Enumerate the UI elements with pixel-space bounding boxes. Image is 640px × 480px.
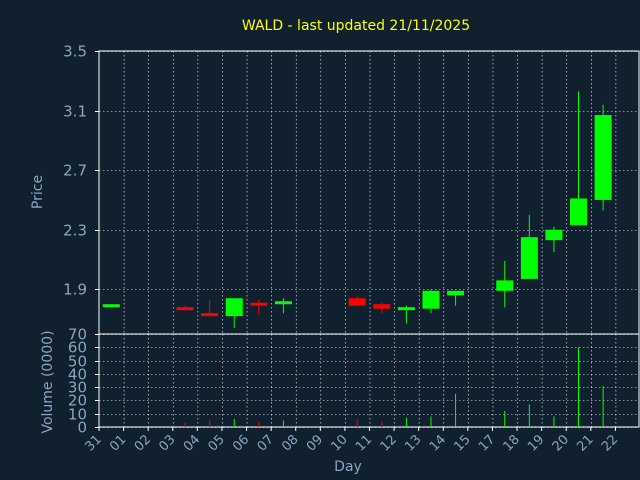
candle-14 — [447, 290, 465, 306]
candle-31 — [102, 304, 120, 308]
candle-body — [274, 301, 292, 305]
candle-body — [250, 302, 268, 306]
candle-body — [397, 307, 415, 311]
candle-body — [447, 290, 465, 296]
candle-10 — [348, 296, 366, 306]
candle-13 — [422, 289, 440, 314]
candle-11 — [373, 302, 391, 314]
volume-tick-label: 70 — [68, 326, 87, 344]
candle-03 — [176, 305, 194, 311]
volume-axis-label: Volume (0000) — [40, 330, 56, 433]
candle-06 — [250, 299, 268, 315]
price-tick-label: 1.9 — [63, 281, 87, 299]
price-tick-label: 3.1 — [63, 103, 87, 121]
x-axis-label: Day — [334, 459, 362, 475]
volume-tick-label: 60 — [68, 339, 87, 357]
volume-tick-label: 40 — [68, 366, 87, 384]
chart-title: WALD - last updated 21/11/2025 — [242, 18, 470, 34]
volume-tick-label: 10 — [68, 406, 87, 424]
candle-21 — [594, 104, 612, 211]
candle-body — [422, 290, 440, 309]
price-panel: 3.5 3.1 2.7 2.3 1.9 — [63, 43, 640, 335]
price-tick-label: 3.5 — [63, 43, 87, 61]
candle-07 — [274, 298, 292, 314]
volume-tick-label: 50 — [68, 353, 87, 371]
candle-body — [201, 313, 219, 317]
candle-17 — [496, 261, 514, 308]
candle-body — [545, 229, 563, 241]
price-tick-label: 2.7 — [63, 162, 87, 180]
candle-body — [102, 304, 120, 308]
candle-18 — [520, 214, 538, 279]
candle-body — [225, 298, 243, 317]
volume-tick-label: 20 — [68, 392, 87, 410]
candle-20 — [570, 91, 588, 226]
candle-body — [594, 115, 612, 200]
price-tick-label: 2.3 — [63, 222, 87, 240]
candle-body — [570, 198, 588, 226]
candle-body — [373, 304, 391, 309]
candle-body — [496, 280, 514, 291]
candle-body — [348, 298, 366, 306]
candle-body — [520, 237, 538, 279]
candle-05 — [225, 298, 243, 329]
candle-12 — [397, 305, 415, 324]
volume-tick-label: 30 — [68, 379, 87, 397]
candle-19 — [545, 226, 563, 253]
candle-body — [176, 307, 194, 311]
volume-tick-label: 0 — [77, 419, 87, 437]
candle-04 — [201, 299, 219, 317]
price-axis-label: Price — [30, 175, 46, 209]
